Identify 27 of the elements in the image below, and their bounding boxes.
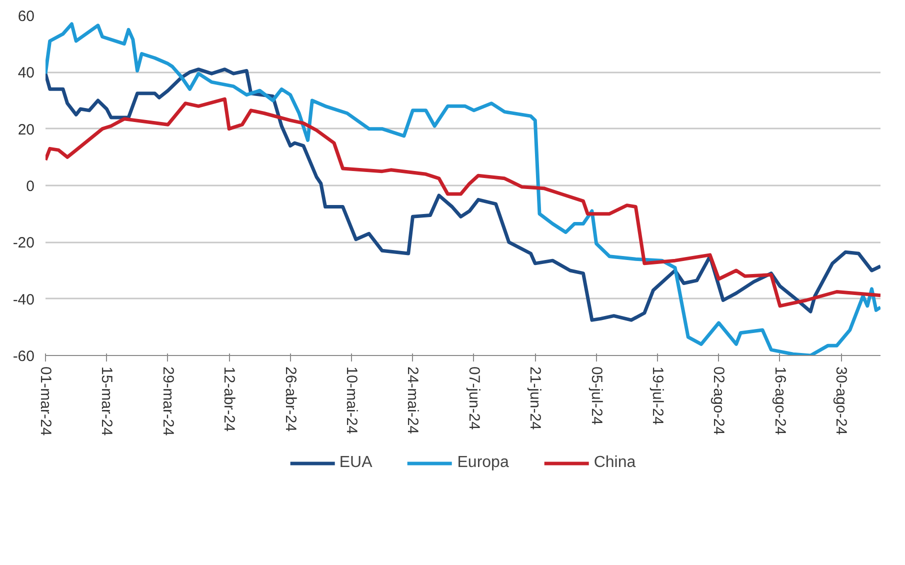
x-tick-label: 16-ago-24	[771, 366, 788, 435]
legend-label: Europa	[457, 454, 509, 472]
x-tick-label: 07-jun-24	[465, 366, 482, 430]
y-tick-label: 0	[26, 178, 34, 195]
x-tick-label: 01-mar-24	[37, 366, 54, 436]
legend-label: EUA	[339, 454, 372, 472]
y-tick-label: 40	[18, 64, 35, 82]
y-tick-label: -20	[12, 234, 35, 252]
x-tick-label: 29-mar-24	[159, 366, 176, 436]
line-series	[46, 22, 880, 356]
x-tick-label: 30-ago-24	[832, 366, 850, 435]
line-series	[46, 68, 880, 322]
x-tick-label: 19-jul-24	[649, 366, 666, 425]
x-tick-label: 05-jul-24	[588, 366, 605, 425]
x-tick-label: 21-jun-24	[526, 366, 544, 430]
line-series	[46, 97, 880, 308]
y-tick-label: -40	[12, 291, 35, 308]
x-tick-label: 15-mar-24	[98, 366, 116, 436]
x-tick-label: 10-mai-24	[343, 366, 360, 434]
x-tick-label: 26-abr-24	[282, 366, 299, 432]
x-tick-label: 24-mai-24	[404, 366, 422, 434]
x-tick-label: 12-abr-24	[220, 366, 238, 432]
y-tick-label: 20	[18, 121, 35, 138]
x-tick-label: 02-ago-24	[710, 366, 728, 435]
y-tick-label: 60	[18, 8, 35, 25]
y-tick-label: -60	[12, 348, 35, 365]
legend-label: China	[594, 454, 636, 472]
